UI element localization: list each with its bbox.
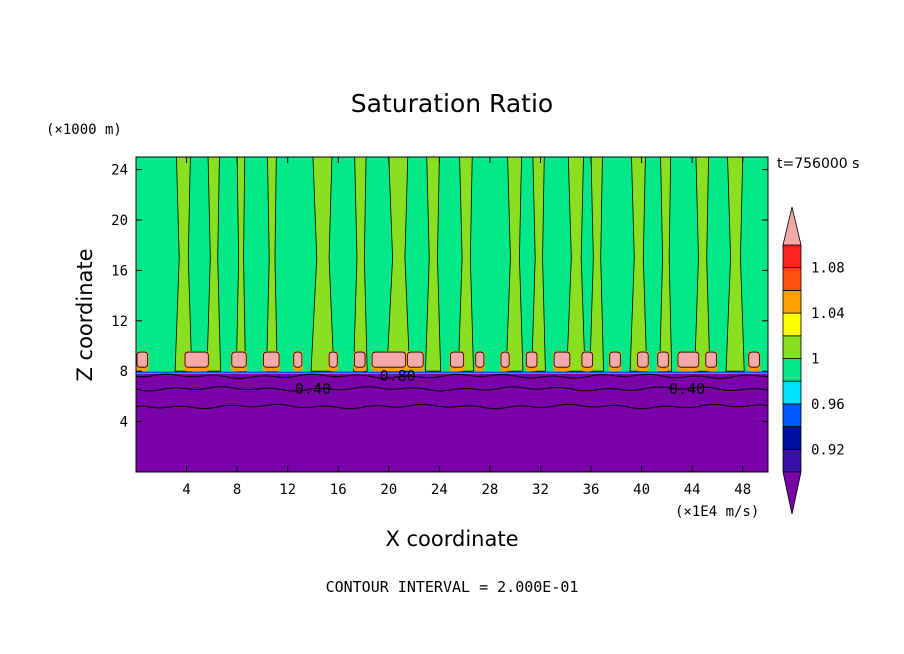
contour-line-1 <box>135 386 769 392</box>
y-tick-label-24: 24 <box>111 163 128 179</box>
colorbar-segment-2 <box>782 403 802 427</box>
colorbar-label-0: 0.92 <box>811 442 845 458</box>
colorbar-bottom-arrow <box>782 471 802 515</box>
cloud-cell-20 <box>748 351 760 368</box>
colorbar-segment-9 <box>782 244 802 269</box>
colorbar-segment-6 <box>782 312 802 337</box>
colorbar-segment-8 <box>782 267 802 291</box>
contour-label-0: 0.40 <box>295 380 331 398</box>
colorbar-segment-3 <box>782 380 802 405</box>
time-label: t=756000 s <box>777 156 859 172</box>
contour-label-1: 0.80 <box>380 367 416 385</box>
cloud-cell-14 <box>581 351 593 368</box>
colorbar-segment-4 <box>782 358 802 382</box>
cloud-cell-1 <box>184 351 209 368</box>
cloud-cell-18 <box>677 351 700 368</box>
x-unit-label: (×1E4 m/s) <box>675 504 759 520</box>
colorbar-segment-7 <box>782 289 802 314</box>
cloud-cell-13 <box>553 351 571 368</box>
x-tick-label-28: 28 <box>481 482 498 498</box>
y-tick-label-20: 20 <box>111 213 128 229</box>
colorbar-segment-0 <box>782 448 802 473</box>
y-tick-label-16: 16 <box>111 263 128 279</box>
plot-area <box>136 156 768 472</box>
cloud-cell-19 <box>705 351 717 368</box>
cloud-cell-17 <box>657 351 669 368</box>
x-tick-label-24: 24 <box>431 482 448 498</box>
contour-lines <box>135 373 769 410</box>
x-tick-label-36: 36 <box>583 482 600 498</box>
x-tick-label-40: 40 <box>633 482 650 498</box>
x-tick-label-48: 48 <box>734 482 751 498</box>
x-tick-label-8: 8 <box>233 482 241 498</box>
plot-frame <box>135 156 769 473</box>
contour-interval-footer: CONTOUR INTERVAL = 2.000E-01 <box>326 578 579 596</box>
colorbar: 0.92 0.96 1 1.04 1.08 <box>782 206 845 515</box>
y-axis-label: Z coordinate <box>73 248 97 381</box>
colorbar-label-2: 1 <box>811 352 819 368</box>
x-axis-ticks: 4 8 12 16 20 24 28 32 36 40 44 48 <box>182 157 751 498</box>
colorbar-segment-1 <box>782 426 802 450</box>
colorbar-top-arrow <box>782 206 802 246</box>
cloud-cell-16 <box>637 351 649 368</box>
y-axis-ticks: 4 8 12 16 20 24 <box>111 163 768 431</box>
y-tick-label-8: 8 <box>120 364 128 380</box>
cloud-cell-6 <box>354 351 366 368</box>
cloud-cell-12 <box>525 351 538 368</box>
cloud-cell-11 <box>500 351 510 368</box>
colorbar-segment-5 <box>782 335 802 359</box>
x-tick-label-12: 12 <box>279 482 296 498</box>
colorbar-label-1: 0.96 <box>811 397 845 413</box>
cloud-cell-9 <box>450 351 465 368</box>
x-tick-label-20: 20 <box>380 482 397 498</box>
cloud-cell-8 <box>407 351 424 368</box>
contour-line-0 <box>135 403 769 410</box>
cloud-cell-15 <box>609 351 621 368</box>
cloud-cell-7 <box>371 351 406 368</box>
colorbar-label-3: 1.04 <box>811 306 845 322</box>
x-tick-label-16: 16 <box>330 482 347 498</box>
contour-label-2: 0.40 <box>669 380 705 398</box>
x-tick-label-32: 32 <box>532 482 549 498</box>
chart-title: Saturation Ratio <box>351 89 553 118</box>
colorbar-label-4: 1.08 <box>811 261 845 277</box>
contour-line-2 <box>135 373 769 380</box>
cloud-cell-2 <box>231 351 247 368</box>
y-tick-label-4: 4 <box>120 415 128 431</box>
x-tick-label-4: 4 <box>182 482 190 498</box>
x-axis-label: X coordinate <box>385 527 518 551</box>
cloud-cell-0 <box>136 351 149 368</box>
cloud-cell-5 <box>328 351 338 368</box>
cloud-cell-3 <box>262 351 280 368</box>
contour-labels: 0.40 0.80 0.40 <box>295 367 705 398</box>
x-tick-label-44: 44 <box>684 482 701 498</box>
cloud-cell-4 <box>293 351 303 368</box>
cloud-cell-10 <box>475 351 485 368</box>
y-tick-label-12: 12 <box>111 314 128 330</box>
y-unit-label: (×1000 m) <box>46 122 122 138</box>
